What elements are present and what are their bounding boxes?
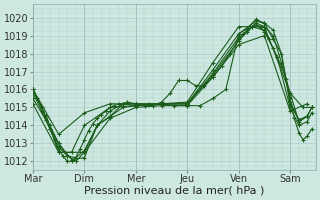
X-axis label: Pression niveau de la mer( hPa ): Pression niveau de la mer( hPa ) bbox=[84, 186, 265, 196]
